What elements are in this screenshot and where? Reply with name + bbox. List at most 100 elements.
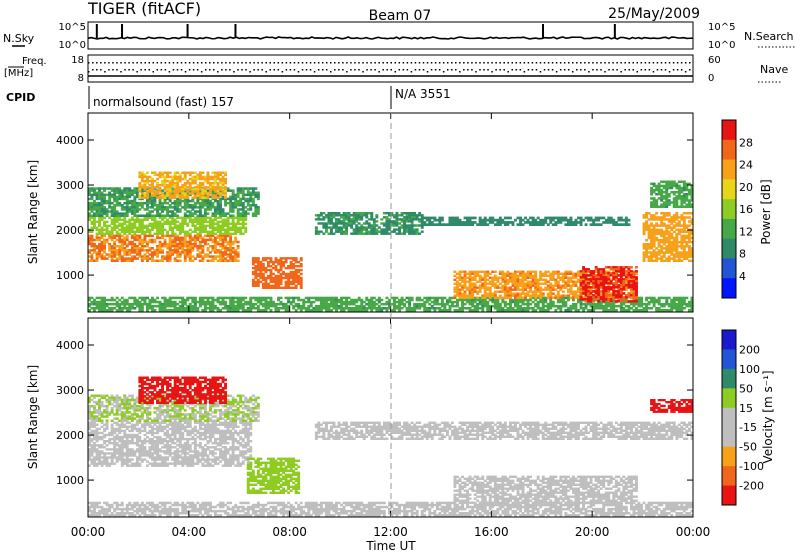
echo-cell (219, 234, 222, 238)
echo-cell (564, 282, 568, 285)
echo-cell (231, 210, 235, 213)
echo-cell (236, 210, 240, 213)
echo-cell (299, 276, 303, 280)
echo-cell (519, 307, 522, 310)
nave-dot (652, 62, 655, 64)
echo-cell (140, 240, 144, 244)
echo-cell (151, 234, 154, 238)
echo-cell (123, 226, 127, 229)
echo-cell (418, 224, 422, 227)
echo-cell (88, 193, 91, 197)
echo-cell (604, 302, 608, 306)
echo-cell (181, 220, 185, 223)
echo-cell (478, 270, 482, 273)
echo-cell (125, 199, 129, 203)
echo-cell (514, 270, 517, 273)
echo-cell (264, 296, 268, 300)
echo-cell (103, 251, 106, 254)
echo-cell (458, 288, 462, 291)
echo-cell (577, 290, 580, 293)
nave-dot (442, 62, 445, 64)
echo-cell (272, 272, 275, 276)
echo-cell (556, 298, 560, 302)
echo-cell (362, 304, 366, 308)
echo-cell (569, 307, 573, 310)
echo-cell (118, 249, 122, 252)
echo-cell (209, 304, 212, 308)
echo-cell (173, 204, 177, 207)
echo-cell (161, 236, 164, 240)
echo-cell (287, 298, 290, 302)
echo-cell (612, 309, 616, 312)
echo-cell (173, 208, 177, 211)
echo-cell (171, 210, 175, 213)
echo-cell (239, 218, 243, 221)
echo-cell (204, 309, 207, 312)
echo-cell (178, 296, 182, 300)
echo-cell (90, 257, 94, 260)
echo-cell (493, 304, 497, 308)
echo-cell (521, 298, 525, 302)
echo-cell (367, 307, 371, 310)
echo-cell (123, 251, 127, 254)
nave-dot (576, 69, 578, 71)
echo-cell (370, 212, 374, 215)
echo-cell (123, 206, 127, 209)
echo-cell (158, 173, 162, 177)
echo-cell (214, 191, 217, 194)
echo-cell (110, 307, 114, 310)
echo-cell (186, 210, 190, 213)
echo-cell (98, 249, 101, 252)
echo-cell (191, 206, 195, 209)
echo-cell (153, 216, 157, 219)
echo-cell (602, 304, 606, 308)
echo-cell (191, 309, 195, 312)
echo-cell (380, 232, 384, 235)
echo-cell (458, 274, 462, 277)
nave-dot (491, 62, 493, 64)
echo-cell (332, 296, 336, 300)
echo-cell (536, 278, 540, 281)
echo-cell (209, 190, 212, 193)
echo-cell (488, 276, 492, 279)
echo-cell (198, 216, 202, 219)
echo-cell (272, 302, 275, 306)
nave-dot (459, 62, 461, 64)
echo-cell (166, 257, 169, 260)
echo-cell (183, 206, 187, 209)
nsearch-label: N.Search (744, 30, 794, 43)
echo-cell (478, 307, 482, 310)
echo-cell (181, 251, 185, 254)
echo-cell (670, 309, 674, 312)
echo-cell (400, 218, 404, 221)
echo-cell (536, 282, 540, 285)
nave-dot (487, 69, 489, 71)
echo-cell (325, 307, 328, 310)
echo-cell (292, 298, 296, 302)
echo-cell (236, 193, 240, 197)
echo-cell (123, 216, 127, 219)
echo-cell (214, 206, 217, 209)
echo-cell (123, 307, 127, 310)
echo-cell (120, 257, 124, 260)
echo-cell (196, 238, 200, 242)
echo-cell (103, 298, 106, 302)
power-heatmap-cells (88, 171, 694, 312)
echo-cell (201, 238, 205, 242)
echo-cell (153, 224, 157, 227)
echo-cell (410, 216, 414, 219)
echo-cell (148, 253, 152, 256)
echo-cell (388, 228, 391, 231)
echo-cell (241, 218, 245, 221)
echo-cell (186, 234, 190, 238)
echo-cell (130, 228, 134, 231)
echo-cell (251, 201, 255, 205)
echo-cell (284, 302, 288, 306)
nave-dot (531, 69, 534, 71)
echo-cell (173, 194, 177, 197)
echo-cell (216, 208, 220, 211)
echo-cell (108, 216, 112, 219)
echo-cell (173, 251, 177, 254)
echo-cell (259, 263, 263, 266)
echo-cell (342, 216, 346, 219)
